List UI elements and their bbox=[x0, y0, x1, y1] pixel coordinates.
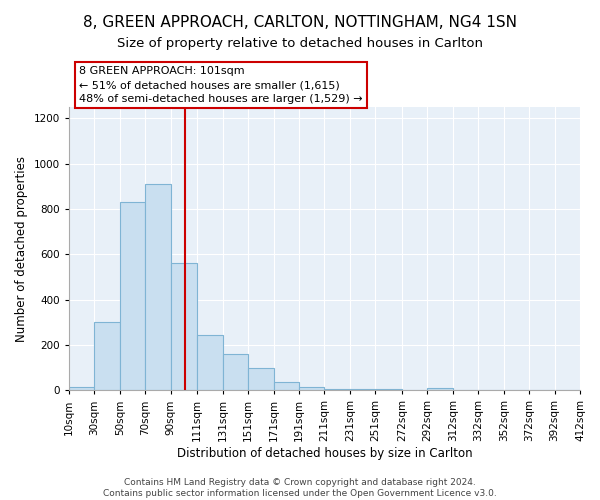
Y-axis label: Number of detached properties: Number of detached properties bbox=[15, 156, 28, 342]
Bar bbox=[119, 202, 145, 390]
Text: 8, GREEN APPROACH, CARLTON, NOTTINGHAM, NG4 1SN: 8, GREEN APPROACH, CARLTON, NOTTINGHAM, … bbox=[83, 15, 517, 30]
Bar bbox=[145, 184, 170, 390]
Bar bbox=[94, 322, 119, 390]
Bar bbox=[350, 389, 375, 390]
Text: Size of property relative to detached houses in Carlton: Size of property relative to detached ho… bbox=[117, 38, 483, 51]
Text: Contains HM Land Registry data © Crown copyright and database right 2024.
Contai: Contains HM Land Registry data © Crown c… bbox=[103, 478, 497, 498]
Text: 8 GREEN APPROACH: 101sqm
← 51% of detached houses are smaller (1,615)
48% of sem: 8 GREEN APPROACH: 101sqm ← 51% of detach… bbox=[79, 66, 362, 104]
Bar bbox=[223, 354, 248, 391]
Bar bbox=[299, 387, 325, 390]
Bar bbox=[427, 388, 453, 390]
X-axis label: Distribution of detached houses by size in Carlton: Distribution of detached houses by size … bbox=[176, 447, 472, 460]
Bar bbox=[325, 389, 350, 390]
Bar bbox=[69, 387, 94, 390]
Bar bbox=[197, 334, 223, 390]
Bar bbox=[375, 389, 402, 390]
Bar bbox=[248, 368, 274, 390]
Bar bbox=[170, 264, 197, 390]
Bar bbox=[274, 382, 299, 390]
